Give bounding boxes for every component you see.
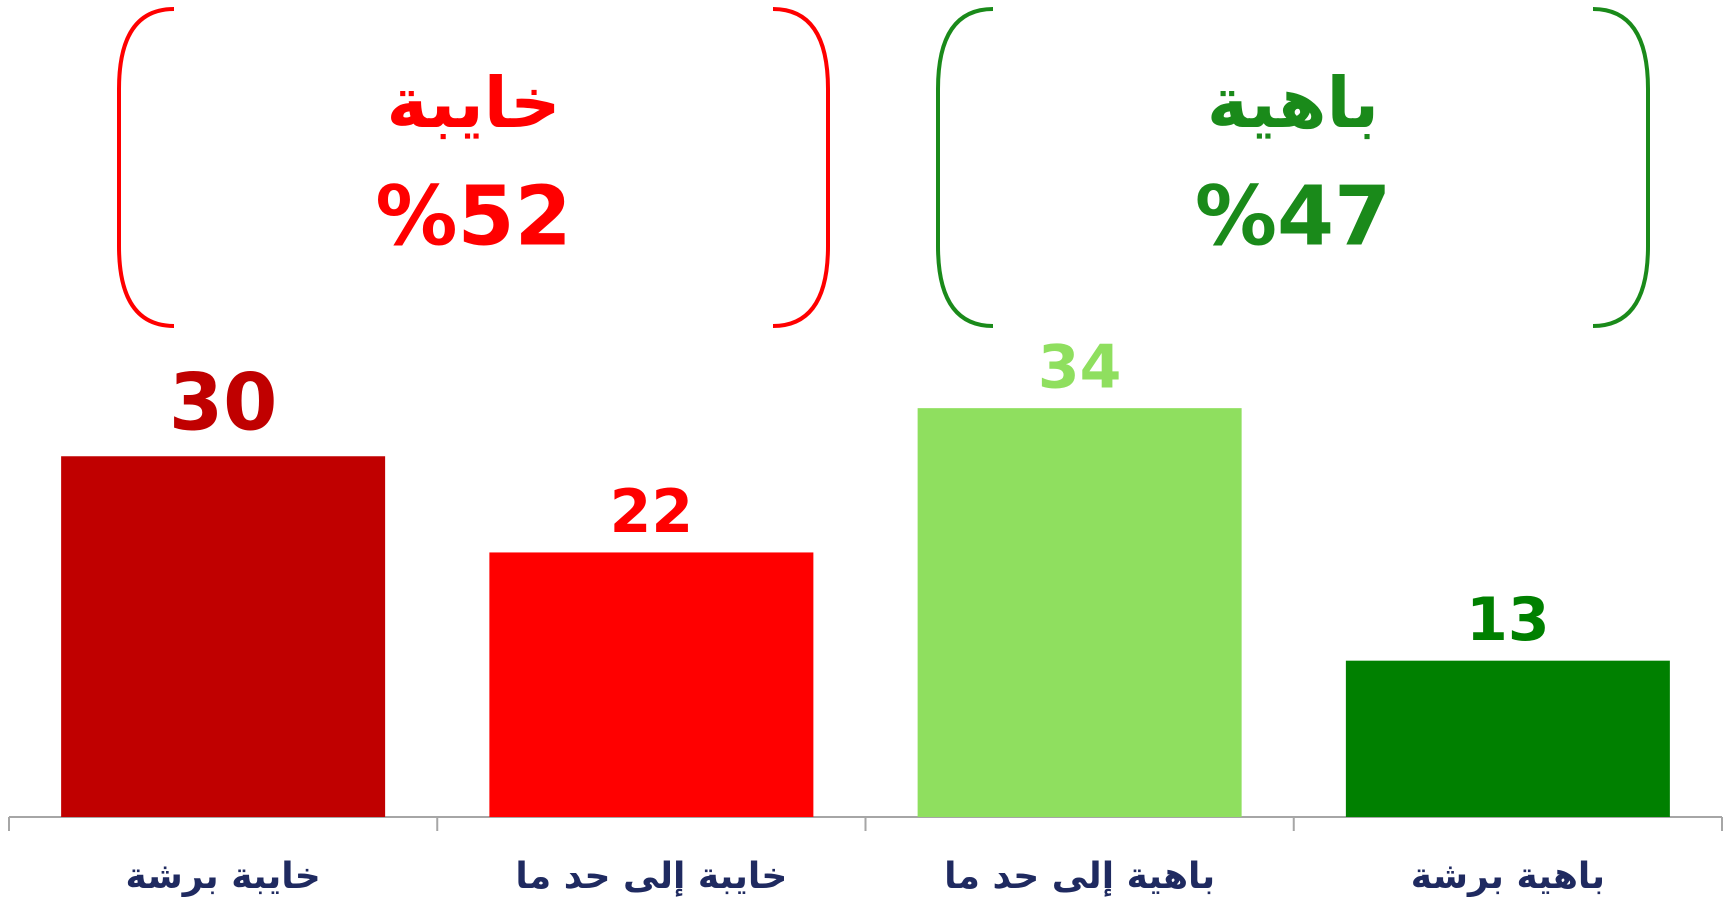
bar — [61, 456, 386, 817]
bracket-right — [772, 7, 830, 328]
x-tick-label: خايبة إلى حد ما — [515, 856, 787, 897]
x-tick-label: خايبة برشة — [126, 856, 321, 897]
value-label: 22 — [610, 477, 694, 547]
annotation-title: خايبة — [386, 62, 560, 144]
bracket-right — [1592, 7, 1650, 328]
value-label: 34 — [1038, 333, 1122, 403]
bar — [489, 552, 814, 817]
x-tick-label: باهية إلى حد ما — [944, 856, 1215, 897]
bracket-left — [936, 7, 994, 328]
value-label: 30 — [169, 358, 278, 448]
annotation-text: %52 — [375, 169, 571, 264]
annotation-text: %47 — [1195, 169, 1391, 264]
annotation-title: باهية — [1207, 62, 1379, 144]
bar — [1345, 660, 1670, 817]
x-tick-label: باهية برشة — [1411, 856, 1605, 897]
value-label: 13 — [1466, 585, 1550, 655]
bar — [917, 408, 1242, 817]
bracket-left — [117, 7, 175, 328]
